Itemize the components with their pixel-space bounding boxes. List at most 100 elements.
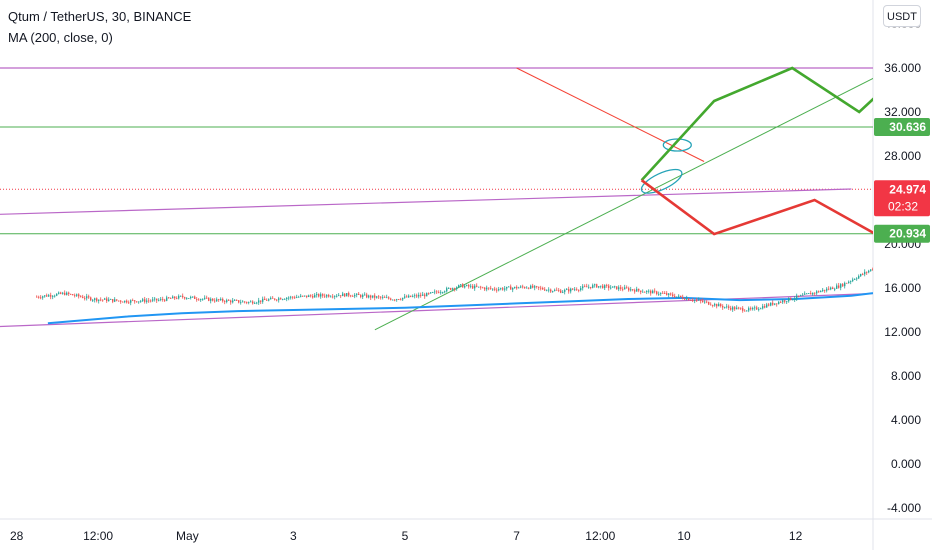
candle-body xyxy=(346,293,348,297)
candle-body xyxy=(470,285,472,287)
candle-body xyxy=(700,299,702,301)
candle-body xyxy=(60,292,62,294)
candle-body xyxy=(318,294,320,297)
candle-body xyxy=(474,285,476,289)
candle-body xyxy=(370,295,372,298)
candle-body xyxy=(414,295,416,297)
candle-body xyxy=(456,287,458,290)
candle-body xyxy=(364,294,366,296)
candle-body xyxy=(234,300,236,301)
candle-body xyxy=(786,301,788,303)
candle-body xyxy=(640,290,642,293)
candle-body xyxy=(732,307,734,310)
candle-body xyxy=(714,304,716,306)
candle-body xyxy=(448,288,450,289)
candle-body xyxy=(828,288,830,290)
candle-body xyxy=(194,296,196,299)
candle-body xyxy=(432,292,434,293)
candle-body xyxy=(344,293,346,297)
candle-body xyxy=(896,252,897,253)
candle-body xyxy=(674,296,676,298)
candle-body xyxy=(706,301,708,303)
candle-body xyxy=(262,298,264,302)
candle-body xyxy=(842,284,844,287)
candle-body xyxy=(140,300,142,302)
candle-body xyxy=(642,291,644,293)
candle-body xyxy=(132,300,134,302)
candle-body xyxy=(348,293,350,296)
candle-body xyxy=(762,306,764,309)
candle-body xyxy=(160,299,162,300)
candle-body xyxy=(496,289,498,291)
candle-body xyxy=(590,286,592,288)
candle-body xyxy=(632,289,634,291)
candle-body xyxy=(322,294,324,296)
candle-body xyxy=(458,285,460,288)
candle-body xyxy=(52,296,54,297)
candle-body xyxy=(182,295,184,298)
candle-body xyxy=(846,282,848,284)
candle-body xyxy=(334,295,336,297)
candle-body xyxy=(270,297,272,300)
candle-body xyxy=(540,287,542,289)
currency-button[interactable]: USDT xyxy=(883,5,921,27)
candle-body xyxy=(746,310,748,312)
candle-body xyxy=(100,299,102,301)
candle-body xyxy=(876,267,877,268)
candle-body xyxy=(576,289,578,291)
candle-body xyxy=(292,296,294,298)
candle-body xyxy=(680,295,682,297)
candle-body xyxy=(622,288,624,290)
candle-body xyxy=(520,286,522,288)
candle-body xyxy=(804,293,806,295)
candle-body xyxy=(658,293,660,295)
ellipse-annotation xyxy=(640,168,683,194)
candle-body xyxy=(300,295,302,297)
candle-body xyxy=(532,285,534,288)
x-tick-label: 12:00 xyxy=(83,529,113,543)
candle-body xyxy=(382,297,384,298)
candle-body xyxy=(404,296,406,298)
candle-body xyxy=(260,300,262,302)
candle-body xyxy=(42,296,44,298)
candle-body xyxy=(68,292,70,294)
candle-body xyxy=(686,298,688,300)
candle-body xyxy=(826,288,828,291)
y-tick-label: 12.000 xyxy=(884,325,921,339)
candle-body xyxy=(712,305,714,306)
candle-body xyxy=(592,285,594,288)
candle-body xyxy=(676,296,678,298)
indicator-legend[interactable]: MA (200, close, 0) xyxy=(8,30,113,45)
candle-body xyxy=(596,284,598,288)
candle-body xyxy=(86,296,88,299)
candle-body xyxy=(760,308,762,310)
candle-body xyxy=(684,298,686,300)
countdown-text: 02:32 xyxy=(888,199,918,213)
candle-body xyxy=(278,298,280,301)
candle-body xyxy=(232,300,234,303)
candle-body xyxy=(670,293,672,295)
candle-body xyxy=(242,301,244,303)
candle-body xyxy=(446,288,448,292)
candle-body xyxy=(422,294,424,296)
candle-body xyxy=(736,307,738,310)
candle-body xyxy=(824,289,826,291)
candle-body xyxy=(776,303,778,305)
candle-body xyxy=(396,299,398,300)
y-tick-label: 36.000 xyxy=(884,61,921,75)
candle-body xyxy=(494,288,496,290)
candle-body xyxy=(224,301,226,302)
candle-body xyxy=(430,292,432,294)
candle-body xyxy=(206,297,208,299)
candle-body xyxy=(352,296,354,297)
candle-body xyxy=(56,293,58,296)
candle-body xyxy=(78,294,80,297)
candle-body xyxy=(306,295,308,298)
candle-body xyxy=(214,300,216,302)
candle-body xyxy=(248,302,250,303)
candle-body xyxy=(366,294,368,298)
candle-body xyxy=(890,257,891,258)
candle-body xyxy=(594,284,596,286)
